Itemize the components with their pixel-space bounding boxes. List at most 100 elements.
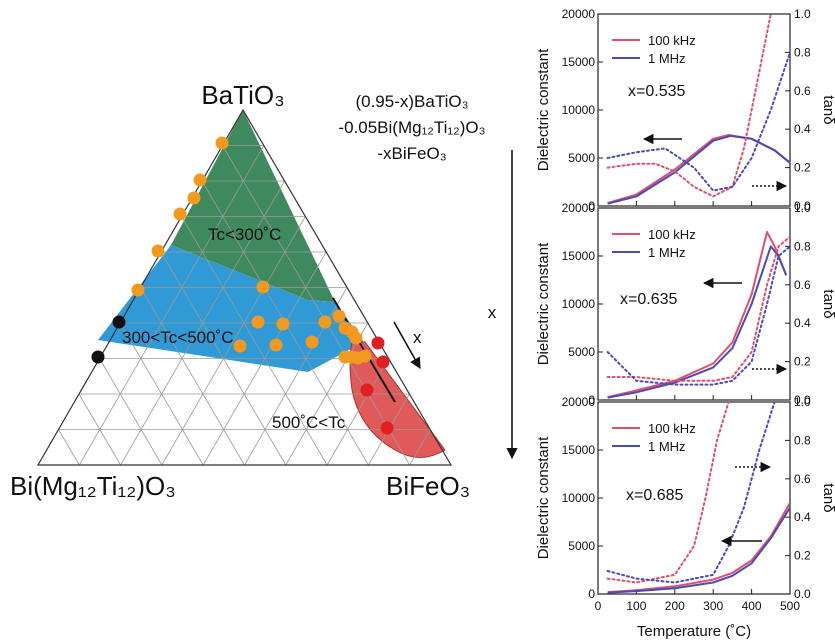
ternary-grid-line — [140, 287, 245, 466]
series-line-dielectric-1 — [607, 134, 790, 205]
y2-tick-label: 1.0 — [794, 7, 811, 21]
composition-point — [332, 309, 346, 323]
y-tick-label: 10000 — [562, 297, 596, 311]
composition-point — [318, 315, 332, 329]
y2-tick-label: 0.8 — [794, 239, 811, 253]
composition-point — [269, 338, 283, 352]
composition-point — [187, 191, 201, 205]
series-line-tan-delta-2 — [606, 235, 790, 382]
series-line-tan-delta-3 — [606, 51, 790, 192]
x-axis-label: Temperature (˚C) — [637, 623, 751, 640]
y2-tick-label: 0.2 — [794, 161, 811, 175]
y-tick-label: 20000 — [562, 201, 596, 215]
ternary-grid-line — [326, 358, 389, 466]
vertex-label-top: BaTiO₃ — [201, 80, 284, 110]
x-tick-label: 0 — [595, 599, 602, 613]
ternary-grid-line — [222, 145, 411, 466]
ternary-grid-line — [161, 216, 306, 466]
series-line-dielectric-1 — [607, 507, 790, 594]
plot-frame — [597, 401, 791, 595]
series-line-dielectric-1 — [607, 245, 788, 399]
y-tick-label: 10000 — [562, 103, 596, 117]
y2-tick-label: 0.8 — [794, 433, 811, 447]
dielectric-panel-1: 0 5000 10000 15000 20000 0.0 0.2 0.4 0.6 0.8 1.0 Di… — [535, 7, 835, 213]
legend-label: 1 MHz — [648, 245, 686, 260]
series-line-tan-delta-2 — [606, 402, 730, 584]
region-label-blue: 300<Tc<500˚C — [122, 328, 234, 347]
region-tc-above-500 — [349, 341, 446, 458]
composition-point — [151, 244, 165, 258]
composition-point — [193, 173, 207, 187]
y2-tick-label: 0.4 — [794, 122, 811, 136]
legend-label: 100 kHz — [648, 227, 696, 242]
y2-axis-label: tanδ — [820, 95, 835, 124]
formula-line-2: -0.05Bi(Mg₁₂Ti₁₂)O₃ — [338, 118, 485, 137]
y2-tick-label: 0.2 — [794, 549, 811, 563]
plot-frame — [597, 13, 791, 207]
y-tick-label: 20000 — [562, 395, 596, 409]
plot-frame — [597, 207, 791, 401]
x-axis-indicator-label: x — [488, 303, 497, 322]
composition-point — [173, 207, 187, 221]
y-tick-label: 0 — [588, 393, 595, 407]
ternary-grid-line — [181, 216, 328, 466]
composition-point — [358, 349, 372, 363]
composition-point — [305, 335, 319, 349]
composition-point — [233, 339, 247, 353]
series-line-tan-delta-3 — [606, 245, 790, 386]
x-arrow-label: x — [413, 328, 422, 347]
ternary-grid-line — [120, 180, 285, 466]
region-tc-300-500 — [98, 245, 364, 372]
y2-tick-label: 0.8 — [794, 45, 811, 59]
legend-label: 100 kHz — [648, 421, 696, 436]
series-line-tan-delta-3 — [606, 402, 776, 584]
legend-label: 1 MHz — [648, 439, 686, 454]
x-tick-label: 200 — [665, 599, 685, 613]
composition-point-red — [371, 336, 385, 350]
y2-tick-label: 1.0 — [794, 395, 811, 409]
dielectric-panel-2: 0 5000 10000 15000 20000 0.0 0.2 0.4 0.6 0.8 1.0 Di… — [535, 201, 835, 407]
series-line-dielectric-0 — [607, 231, 788, 399]
series-line-dielectric-0 — [607, 502, 790, 594]
y-axis-label: Dielectric constant — [535, 48, 552, 171]
ternary-grid-line — [99, 358, 163, 466]
composition-points — [91, 136, 394, 435]
composition-point-black — [112, 315, 126, 329]
y-axis-label: Dielectric constant — [535, 436, 552, 559]
composition-point-red — [376, 355, 390, 369]
y-tick-label: 5000 — [568, 539, 595, 553]
y2-tick-label: 1.0 — [794, 201, 811, 215]
y-tick-label: 15000 — [562, 249, 596, 263]
ternary-diagram: x BaTiO₃ Bi(Mg₁₂Ti₁₂)O₃ BiFeO₃ (0.95-x)B… — [10, 80, 486, 501]
composition-point — [215, 136, 229, 150]
y2-tick-label: 0.4 — [794, 316, 811, 330]
region-label-green: Tc<300˚C — [208, 225, 281, 244]
y-tick-label: 10000 — [562, 491, 596, 505]
x-tick-label: 100 — [626, 599, 646, 613]
series-line-tan-delta-2 — [606, 14, 772, 198]
legend-label: 100 kHz — [648, 33, 696, 48]
region-label-red: 500˚C<Tc — [272, 413, 346, 432]
composition-point — [276, 317, 290, 331]
y2-tick-label: 0.0 — [794, 199, 811, 213]
y-tick-label: 0 — [588, 199, 595, 213]
y2-tick-label: 0.2 — [794, 355, 811, 369]
y2-axis-label: tanδ — [820, 289, 835, 318]
x-tick-label: 300 — [703, 599, 723, 613]
legend-label: 1 MHz — [648, 51, 686, 66]
ternary-grid-line — [58, 429, 80, 466]
y2-axis-label: tanδ — [820, 483, 835, 512]
composition-point — [131, 283, 145, 297]
composition-point — [256, 280, 270, 294]
composition-point-red — [360, 383, 374, 397]
y2-tick-label: 0.0 — [794, 393, 811, 407]
formula-line-3: -xBiFeO₃ — [377, 144, 446, 163]
composition-point — [251, 315, 265, 329]
x-direction-arrow — [393, 321, 421, 369]
composition-point-red — [380, 421, 394, 435]
y-tick-label: 15000 — [562, 55, 596, 69]
vertex-label-right: BiFeO₃ — [386, 471, 470, 501]
y-tick-label: 5000 — [568, 345, 595, 359]
panel-composition-label: x=0.535 — [628, 83, 685, 100]
